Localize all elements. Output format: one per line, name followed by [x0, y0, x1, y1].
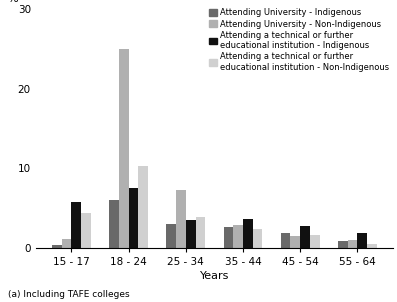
Bar	[52, 245, 62, 248]
Bar	[81, 214, 91, 248]
Bar	[291, 236, 300, 248]
Bar	[138, 166, 148, 248]
Bar	[367, 244, 377, 248]
Text: %: %	[7, 0, 18, 4]
Bar	[62, 239, 71, 248]
Bar	[109, 200, 119, 248]
Bar	[253, 229, 262, 248]
Bar	[348, 240, 357, 248]
Bar	[224, 227, 233, 248]
Legend: Attending University - Indigenous, Attending University - Non-Indigenous, Attend: Attending University - Indigenous, Atten…	[209, 8, 389, 72]
Bar	[166, 224, 176, 248]
Bar	[176, 190, 186, 248]
Bar	[281, 233, 291, 248]
Bar	[338, 241, 348, 248]
Bar	[300, 226, 310, 248]
Bar	[186, 220, 195, 248]
Bar	[357, 233, 367, 248]
X-axis label: Years: Years	[200, 271, 229, 281]
Bar	[243, 219, 253, 248]
Bar	[233, 225, 243, 248]
Bar	[129, 188, 138, 248]
Text: (a) Including TAFE colleges: (a) Including TAFE colleges	[8, 290, 129, 299]
Bar	[71, 201, 81, 248]
Bar	[119, 49, 129, 248]
Bar	[195, 217, 205, 248]
Bar	[310, 235, 320, 248]
